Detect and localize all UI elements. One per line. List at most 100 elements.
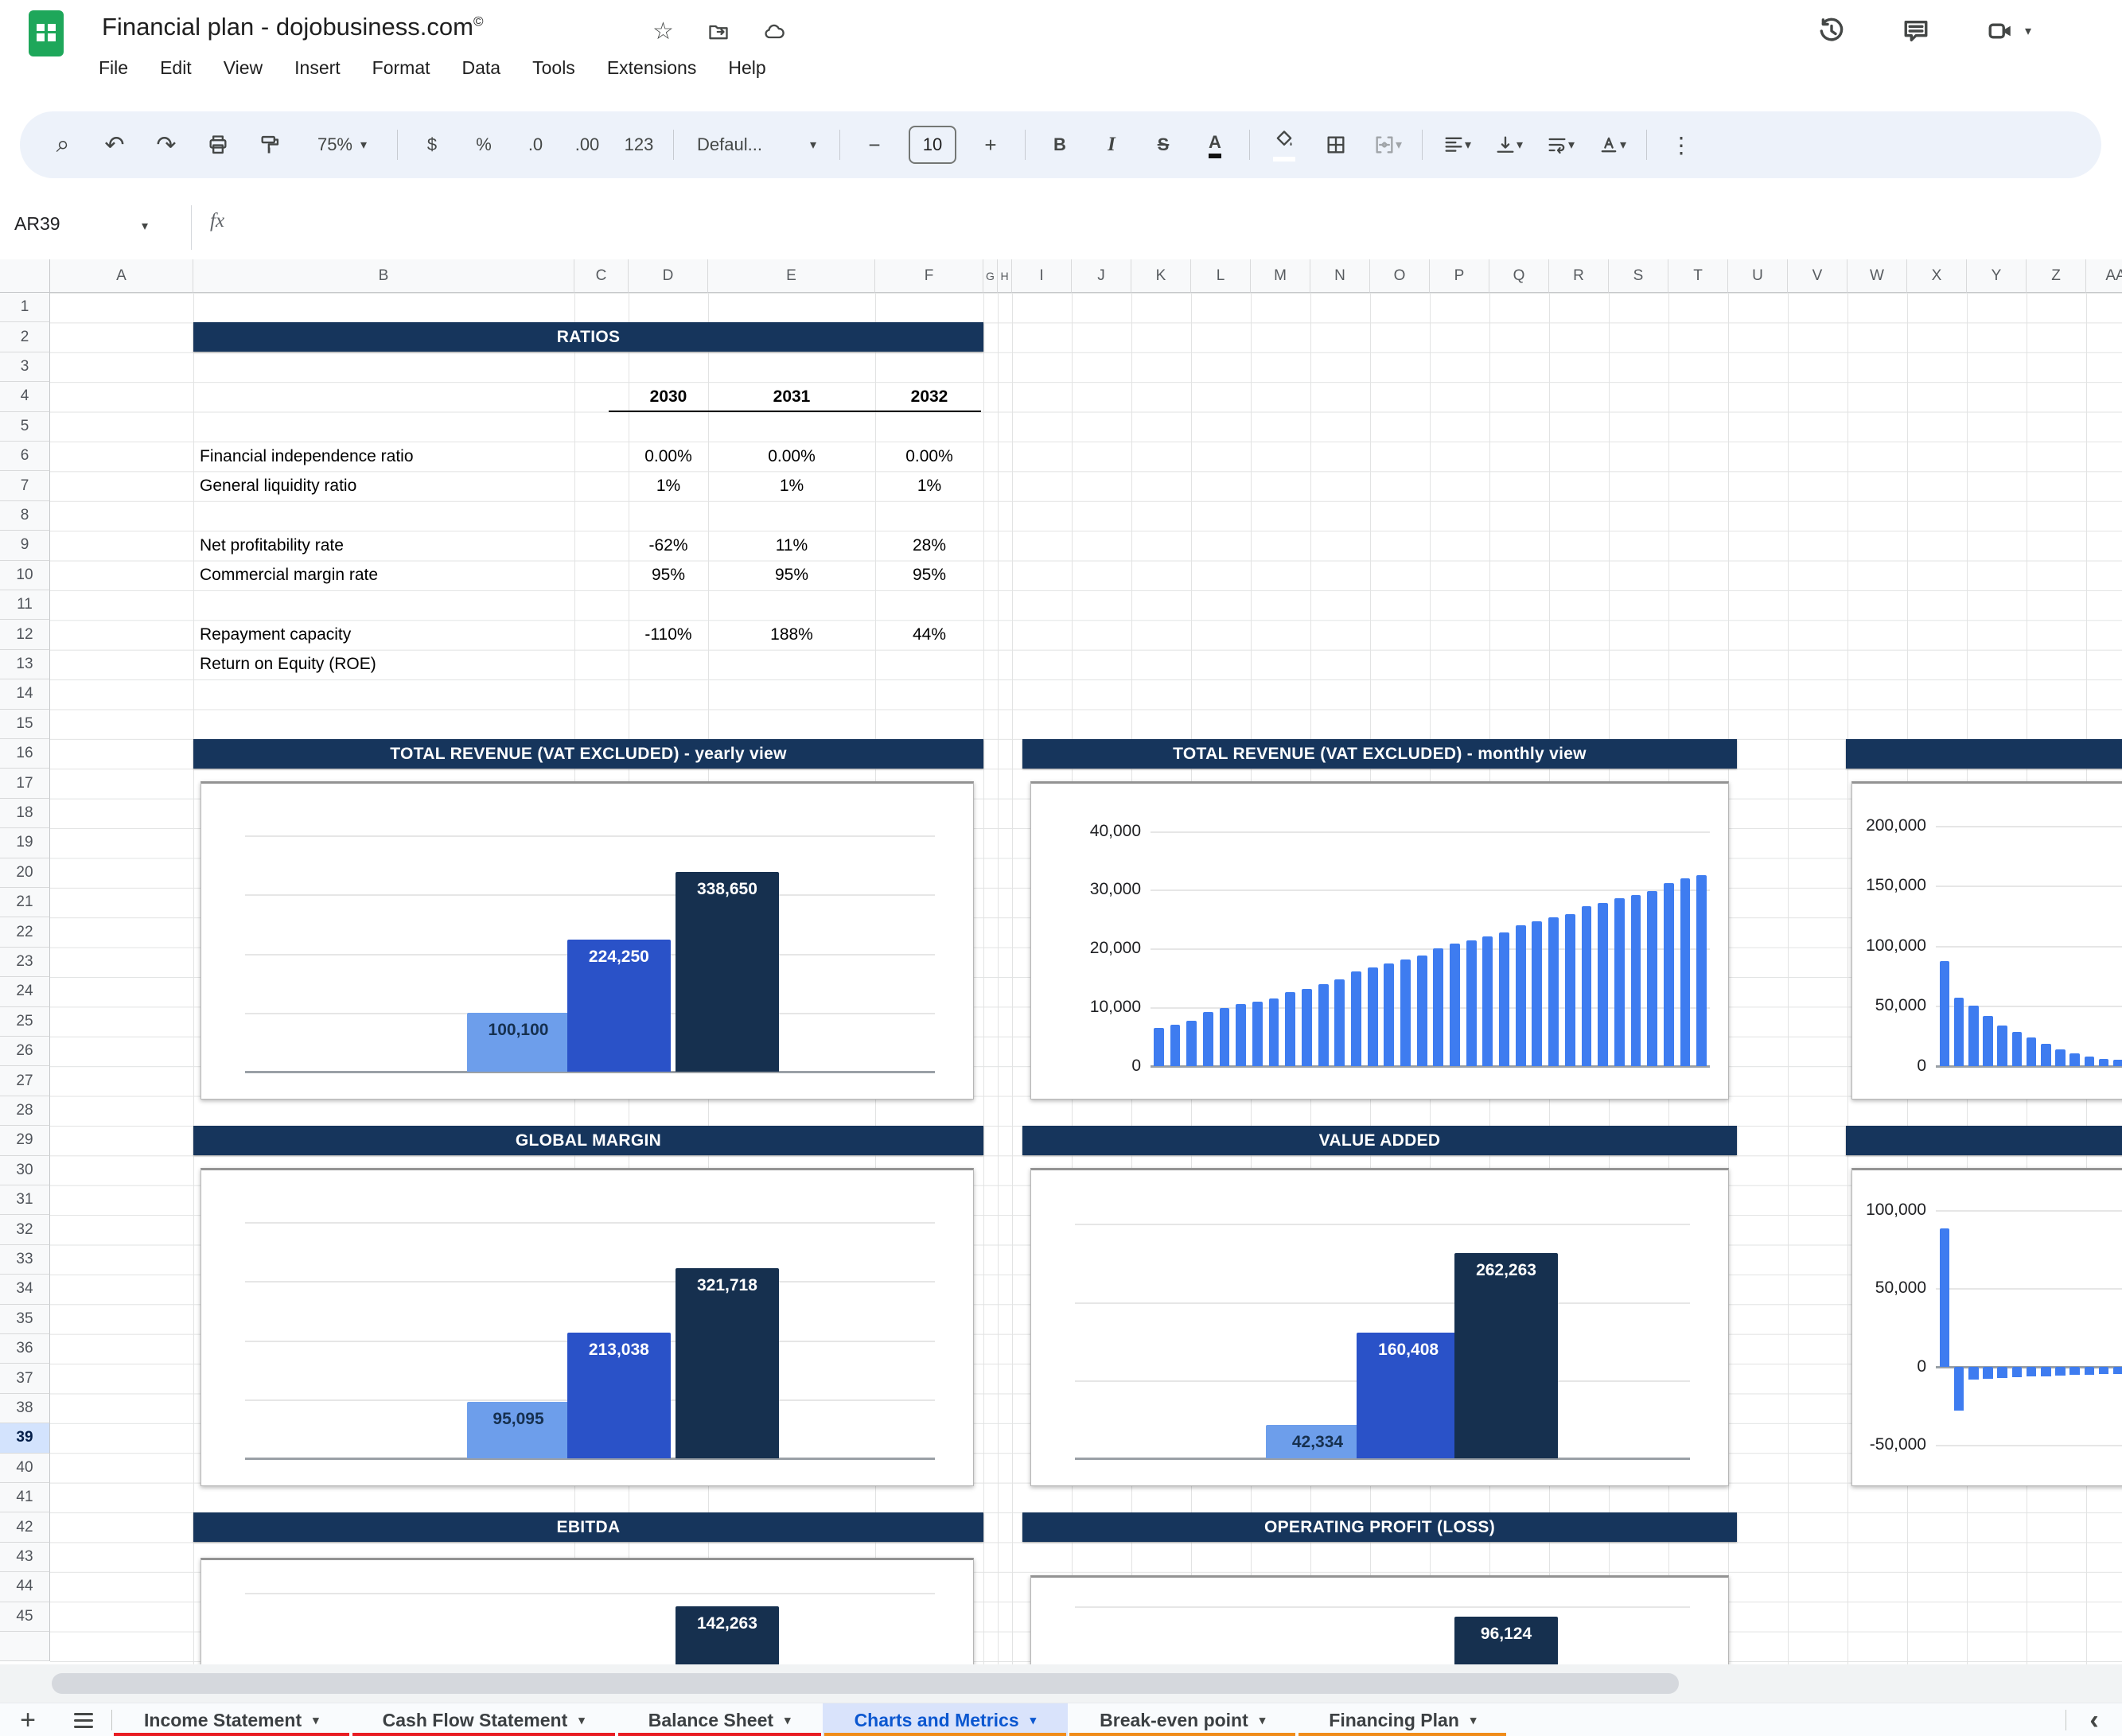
row-header-9[interactable]: 9 — [0, 531, 50, 561]
add-sheet-button[interactable]: + — [20, 1704, 36, 1735]
decrease-font-size-button[interactable]: − — [868, 132, 881, 157]
ratio-value[interactable]: 95% — [774, 566, 809, 585]
row-header-33[interactable]: 33 — [0, 1244, 50, 1275]
increase-decimals-button[interactable]: .00 — [574, 134, 600, 154]
sheet-tab-financing-plan[interactable]: Financing Plan ▾ — [1297, 1703, 1508, 1736]
menu-item-data[interactable]: Data — [461, 57, 501, 78]
row-header-19[interactable]: 19 — [0, 828, 50, 858]
menu-item-help[interactable]: Help — [728, 57, 766, 78]
row-header-41[interactable]: 41 — [0, 1483, 50, 1513]
print-button[interactable] — [201, 123, 236, 167]
ratios-year-2031[interactable]: 2031 — [773, 387, 811, 406]
search-button[interactable]: ⌕ — [56, 131, 70, 158]
ratio-value[interactable]: 95% — [651, 566, 686, 585]
column-header-G[interactable]: G — [983, 259, 998, 293]
ratio-value[interactable]: 95% — [912, 566, 947, 585]
row-header-15[interactable]: 15 — [0, 709, 50, 739]
row-header-34[interactable]: 34 — [0, 1275, 50, 1305]
row-header-20[interactable]: 20 — [0, 858, 50, 888]
move-to-folder-icon[interactable] — [707, 21, 730, 43]
strikethrough-button[interactable]: S — [1157, 134, 1170, 154]
row-header-1[interactable]: 1 — [0, 293, 50, 323]
name-box-dropdown-icon[interactable]: ▾ — [142, 220, 149, 233]
column-header-D[interactable]: D — [629, 259, 708, 293]
row-header-43[interactable]: 43 — [0, 1542, 50, 1573]
chart-chart-right-top[interactable]: 200,000 150,000 100,000 50,000 0 — [1851, 781, 2122, 1100]
chart-revenue-monthly[interactable]: 40,000 30,000 20,000 10,000 0 — [1030, 781, 1729, 1100]
italic-button[interactable]: I — [1108, 134, 1116, 155]
ratio-value[interactable]: 44% — [912, 625, 947, 644]
chart-title-chart-right-top[interactable] — [1846, 739, 2122, 769]
ratios-year-2032[interactable]: 2032 — [910, 387, 948, 406]
row-header-30[interactable]: 30 — [0, 1155, 50, 1185]
ratio-value[interactable]: 0.00% — [644, 446, 692, 465]
chart-title-operating-profit[interactable]: OPERATING PROFIT (LOSS) — [1022, 1512, 1737, 1543]
menu-item-format[interactable]: Format — [372, 57, 430, 78]
ratio-value[interactable]: 28% — [912, 535, 947, 555]
row-header-16[interactable]: 16 — [0, 739, 50, 769]
redo-button[interactable]: ↷ — [156, 131, 177, 158]
sheet-tab-dropdown-icon[interactable]: ▾ — [1259, 1714, 1266, 1727]
row-header-11[interactable]: 11 — [0, 590, 50, 621]
menu-item-edit[interactable]: Edit — [160, 57, 192, 78]
column-header-I[interactable]: I — [1012, 259, 1072, 293]
name-box[interactable]: AR39 — [14, 213, 60, 234]
format-percent-button[interactable]: % — [476, 134, 492, 154]
format-currency-button[interactable]: $ — [426, 134, 438, 154]
chart-title-revenue-yearly[interactable]: TOTAL REVENUE (VAT EXCLUDED) - yearly vi… — [193, 739, 983, 769]
fill-color-button[interactable] — [1267, 123, 1302, 167]
sheet-tab-charts-and-metrics[interactable]: Charts and Metrics ▾ — [822, 1703, 1069, 1736]
chart-title-value-added[interactable]: VALUE ADDED — [1022, 1126, 1737, 1156]
row-header-10[interactable]: 10 — [0, 560, 50, 590]
column-header-U[interactable]: U — [1728, 259, 1788, 293]
document-title[interactable]: Financial plan - dojobusiness.com© — [102, 13, 484, 41]
column-header-J[interactable]: J — [1072, 259, 1131, 293]
row-header-37[interactable]: 37 — [0, 1364, 50, 1394]
column-header-E[interactable]: E — [708, 259, 875, 293]
font-size-input[interactable]: 10 — [909, 126, 956, 164]
column-header-H[interactable]: H — [998, 259, 1012, 293]
column-header-Y[interactable]: Y — [1967, 259, 2027, 293]
all-sheets-button[interactable] — [56, 1703, 111, 1736]
sheet-tab-dropdown-icon[interactable]: ▾ — [313, 1714, 319, 1727]
row-header-44[interactable]: 44 — [0, 1572, 50, 1602]
column-header-X[interactable]: X — [1907, 259, 1967, 293]
row-header-25[interactable]: 25 — [0, 1006, 50, 1037]
text-rotation-button[interactable]: ▾ — [1594, 123, 1629, 167]
row-header-27[interactable]: 27 — [0, 1066, 50, 1096]
increase-font-size-button[interactable]: + — [984, 132, 997, 157]
column-header-AA[interactable]: AA — [2086, 259, 2122, 293]
ratio-value[interactable]: 1% — [917, 476, 942, 495]
column-header-W[interactable]: W — [1848, 259, 1907, 293]
chart-title-ebitda[interactable]: EBITDA — [193, 1512, 983, 1543]
column-header-B[interactable]: B — [193, 259, 574, 293]
row-header-13[interactable]: 13 — [0, 649, 50, 680]
row-header-6[interactable]: 6 — [0, 442, 50, 472]
chart-title-chart-right-mid[interactable] — [1846, 1126, 2122, 1156]
more-options-button[interactable]: ⋮ — [1670, 132, 1692, 158]
sheet-tab-dropdown-icon[interactable]: ▾ — [1030, 1714, 1037, 1727]
number-format-button[interactable]: 123 — [624, 134, 654, 154]
row-header-8[interactable]: 8 — [0, 500, 50, 531]
row-header-4[interactable]: 4 — [0, 382, 50, 412]
select-all-corner[interactable] — [0, 259, 50, 293]
row-header-28[interactable]: 28 — [0, 1096, 50, 1127]
menu-item-view[interactable]: View — [223, 57, 263, 78]
horizontal-align-button[interactable]: ▾ — [1439, 123, 1474, 167]
column-header-K[interactable]: K — [1131, 259, 1191, 293]
ratio-label[interactable]: Net profitability rate — [200, 535, 344, 555]
undo-button[interactable]: ↶ — [104, 131, 125, 158]
star-icon[interactable]: ☆ — [652, 18, 674, 45]
row-header-7[interactable]: 7 — [0, 471, 50, 501]
column-header-V[interactable]: V — [1788, 259, 1848, 293]
sheet-tab-balance-sheet[interactable]: Balance Sheet ▾ — [617, 1703, 823, 1736]
menu-item-extensions[interactable]: Extensions — [606, 57, 697, 78]
ratio-value[interactable]: 0.00% — [768, 446, 816, 465]
zoom-control[interactable]: 75% ▾ — [317, 134, 368, 154]
column-header-T[interactable]: T — [1668, 259, 1728, 293]
row-header-12[interactable]: 12 — [0, 620, 50, 650]
sheet-tab-break-even-point[interactable]: Break-even point ▾ — [1068, 1703, 1297, 1736]
row-header-17[interactable]: 17 — [0, 769, 50, 799]
column-header-O[interactable]: O — [1370, 259, 1430, 293]
sheet-tab-dropdown-icon[interactable]: ▾ — [785, 1714, 791, 1727]
